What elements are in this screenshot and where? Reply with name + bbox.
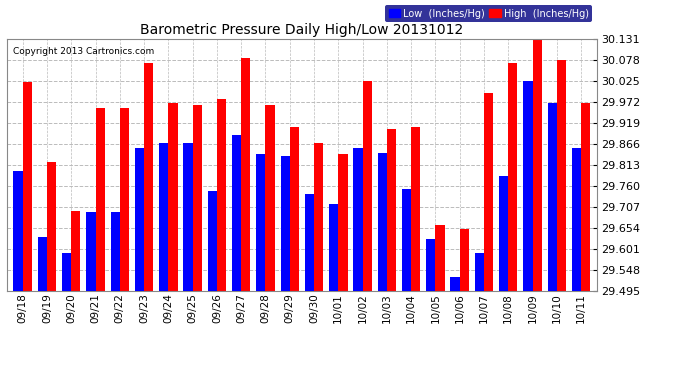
Bar xyxy=(338,154,348,291)
Bar xyxy=(362,81,372,291)
Bar xyxy=(144,63,153,291)
Bar xyxy=(256,154,266,291)
Bar xyxy=(217,99,226,291)
Bar xyxy=(523,81,533,291)
Bar xyxy=(557,60,566,291)
Bar xyxy=(509,63,518,291)
Legend: Low  (Inches/Hg), High  (Inches/Hg): Low (Inches/Hg), High (Inches/Hg) xyxy=(386,5,592,22)
Bar xyxy=(193,105,202,291)
Bar xyxy=(159,143,168,291)
Bar xyxy=(533,39,542,291)
Bar xyxy=(232,135,241,291)
Bar xyxy=(460,230,469,291)
Bar xyxy=(377,153,387,291)
Bar xyxy=(47,162,56,291)
Bar xyxy=(411,127,420,291)
Bar xyxy=(184,143,193,291)
Bar xyxy=(168,103,177,291)
Bar xyxy=(572,148,581,291)
Bar xyxy=(290,127,299,291)
Bar xyxy=(241,57,250,291)
Bar xyxy=(14,171,23,291)
Bar xyxy=(62,254,71,291)
Bar xyxy=(402,189,411,291)
Bar xyxy=(548,103,557,291)
Bar xyxy=(71,211,81,291)
Bar xyxy=(86,212,95,291)
Bar xyxy=(120,108,129,291)
Bar xyxy=(95,108,105,291)
Bar xyxy=(208,190,217,291)
Bar xyxy=(266,105,275,291)
Bar xyxy=(135,148,144,291)
Bar xyxy=(581,103,591,291)
Bar xyxy=(435,225,444,291)
Bar xyxy=(281,156,290,291)
Bar xyxy=(499,176,509,291)
Bar xyxy=(426,239,435,291)
Bar xyxy=(353,148,362,291)
Title: Barometric Pressure Daily High/Low 20131012: Barometric Pressure Daily High/Low 20131… xyxy=(140,23,464,37)
Bar xyxy=(484,93,493,291)
Text: Copyright 2013 Cartronics.com: Copyright 2013 Cartronics.com xyxy=(13,47,154,56)
Bar xyxy=(38,237,47,291)
Bar xyxy=(110,211,120,291)
Bar xyxy=(387,129,396,291)
Bar xyxy=(314,143,323,291)
Bar xyxy=(23,82,32,291)
Bar xyxy=(329,204,338,291)
Bar xyxy=(451,277,460,291)
Bar xyxy=(475,253,484,291)
Bar xyxy=(305,194,314,291)
